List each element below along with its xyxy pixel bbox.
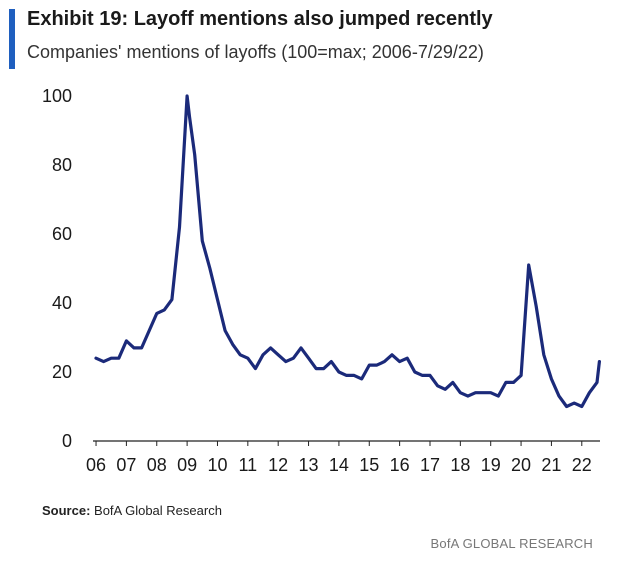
x-axis-ticks: 06 07 08 09 10 11 12 13 14 15 16 17 18 19 20 21 22 — [86, 441, 592, 475]
y-tick-label: 80 — [52, 155, 72, 175]
x-tick-label: 13 — [299, 455, 319, 475]
x-tick-label: 12 — [268, 455, 288, 475]
x-tick-label: 14 — [329, 455, 349, 475]
source-label: Source: — [42, 503, 91, 518]
source-text: BofA Global Research — [90, 503, 222, 518]
x-tick-label: 10 — [207, 455, 227, 475]
chart-subtitle: Companies' mentions of layoffs (100=max;… — [27, 42, 484, 62]
y-axis-ticks: 0 20 40 60 80 100 — [42, 86, 72, 451]
x-tick-label: 11 — [238, 455, 257, 475]
y-tick-label: 100 — [42, 86, 72, 106]
x-tick-label: 21 — [541, 455, 561, 475]
x-tick-label: 16 — [390, 455, 410, 475]
accent-bar — [9, 9, 15, 69]
y-tick-label: 20 — [52, 362, 72, 382]
x-tick-label: 06 — [86, 455, 106, 475]
x-tick-label: 09 — [177, 455, 197, 475]
x-tick-label: 19 — [481, 455, 501, 475]
x-tick-label: 22 — [572, 455, 592, 475]
y-tick-label: 0 — [62, 431, 72, 451]
x-tick-label: 08 — [147, 455, 167, 475]
layoff-mentions-line — [94, 94, 602, 409]
source-note: Source: BofA Global Research — [42, 503, 222, 518]
x-tick-label: 20 — [511, 455, 531, 475]
chart-title: Exhibit 19: Layoff mentions also jumped … — [27, 8, 493, 30]
x-tick-label: 15 — [359, 455, 379, 475]
footer-brand: BofA GLOBAL RESEARCH — [430, 536, 593, 551]
x-tick-label: 17 — [420, 455, 440, 475]
x-tick-label: 18 — [450, 455, 470, 475]
x-tick-label: 07 — [116, 455, 136, 475]
y-tick-label: 60 — [52, 224, 72, 244]
y-tick-label: 40 — [52, 293, 72, 313]
